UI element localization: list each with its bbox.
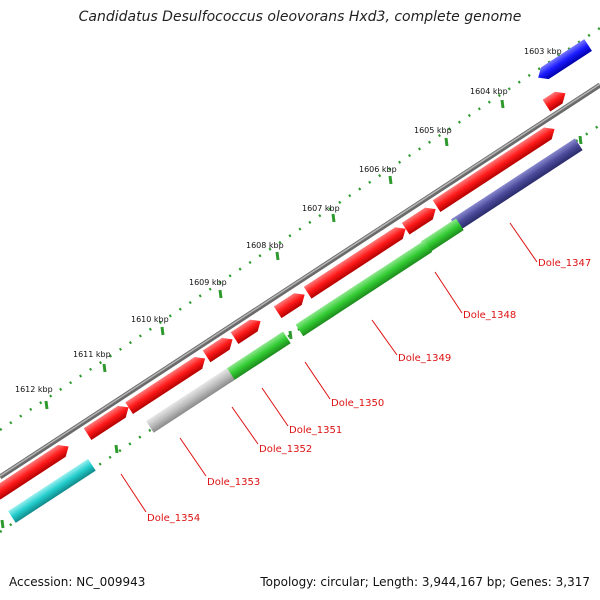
kbp-label-1609: 1609 kbp (189, 278, 227, 287)
major-tick (331, 213, 336, 223)
gene-labels: Dole_1347 Dole_1348 Dole_1349 Dole_1350 … (120, 222, 591, 524)
kbp-label-1608: 1608 kbp (246, 241, 284, 250)
gene-bar-dole-1347-upper (432, 127, 555, 212)
gene-bar-red-b (401, 207, 436, 235)
gene-label-dole-1349: Dole_1349 (398, 353, 451, 364)
gene-label-dole-1351: Dole_1351 (289, 425, 342, 436)
gene-label-dole-1347: Dole_1347 (538, 258, 591, 269)
major-tick (288, 330, 293, 340)
leader-dole-1350 (304, 361, 331, 400)
gene-bar-blue-1 (538, 39, 592, 80)
leader-dole-1354 (120, 473, 147, 513)
gene-label-dole-1350: Dole_1350 (331, 398, 384, 409)
leader-dole-1348 (434, 271, 463, 314)
major-tick (500, 99, 505, 109)
gene-bar-red-e (230, 319, 261, 344)
kbp-label-1607: 1607 kbp (302, 204, 340, 213)
major-tick (578, 135, 583, 145)
gene-bar-red-c (303, 227, 406, 299)
leader-dole-1352 (231, 406, 259, 445)
gene-label-dole-1352: Dole_1352 (259, 444, 312, 455)
gene-bar-dole-1348 (421, 218, 464, 254)
major-tick (114, 444, 119, 454)
gene-bar-dole-1351 (252, 331, 291, 364)
gene-features (0, 39, 592, 523)
major-tick (275, 251, 280, 261)
major-tick (160, 326, 165, 336)
gene-bar-red-h (83, 405, 129, 440)
gene-bar-dole-1353 (146, 368, 235, 433)
gene-label-dole-1354: Dole_1354 (147, 513, 200, 524)
major-tick (218, 289, 223, 299)
gene-label-dole-1353: Dole_1353 (207, 477, 260, 488)
map-title: Candidatus Desulfococcus oleovorans Hxd3… (78, 9, 522, 25)
leader-dole-1347 (509, 222, 538, 263)
kbp-labels: 1603 kbp 1604 kbp 1605 kbp 1606 kbp 1607… (15, 47, 562, 394)
kbp-label-1606: 1606 kbp (359, 165, 397, 174)
outer-tick-ring (0, 26, 600, 432)
gene-bar-dole-1352 (223, 350, 262, 383)
leader-dole-1351 (261, 387, 289, 427)
major-tick (102, 363, 107, 373)
gene-bar-dole-1349 (325, 240, 433, 317)
kbp-label-1605: 1605 kbp (414, 126, 452, 135)
gene-bar-red-d (273, 293, 305, 319)
kbp-label-1610: 1610 kbp (131, 315, 169, 324)
major-tick (388, 175, 393, 185)
gene-bar-red-small (542, 91, 566, 112)
kbp-label-1612: 1612 kbp (15, 385, 53, 394)
leader-dole-1353 (179, 437, 207, 477)
genome-summary-text: Topology: circular; Length: 3,944,167 bp… (260, 575, 590, 589)
gene-bar-dole-1354 (8, 458, 96, 523)
kbp-label-1603: 1603 kbp (524, 47, 562, 56)
gene-bar-red-i (0, 445, 69, 500)
inner-tick-ring (0, 123, 600, 534)
gene-label-dole-1348: Dole_1348 (463, 310, 516, 321)
gene-bar-dole-1347 (450, 138, 583, 232)
gene-bar-dole-1350 (295, 304, 335, 337)
kbp-label-1604: 1604 kbp (470, 87, 508, 96)
backbone (0, 82, 600, 480)
major-tick (44, 400, 49, 410)
kbp-label-1611: 1611 kbp (73, 350, 111, 359)
major-tick (0, 519, 5, 529)
major-tick (444, 137, 449, 147)
accession-text: Accession: NC_009943 (9, 575, 146, 589)
leader-dole-1349 (371, 319, 398, 356)
gene-bar-red-g (125, 357, 206, 415)
gene-bar-red-f (202, 337, 233, 363)
